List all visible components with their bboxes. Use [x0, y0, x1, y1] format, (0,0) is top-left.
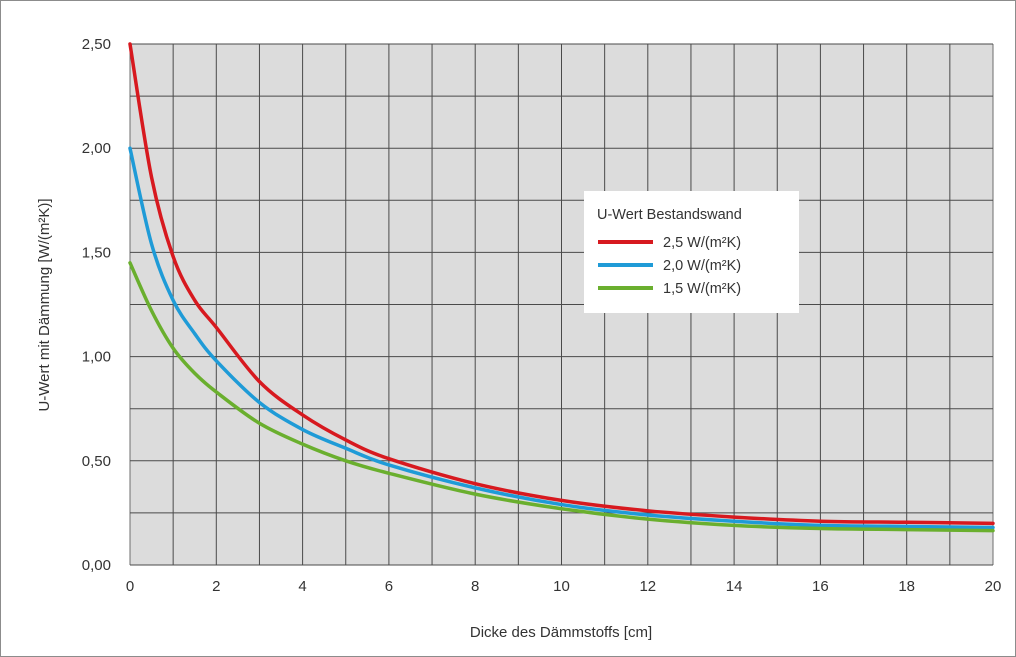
y-tick-label: 1,00: [82, 349, 111, 366]
x-tick-label: 12: [639, 578, 656, 595]
x-tick-label: 20: [985, 578, 1002, 595]
series-lines: [128, 42, 995, 533]
legend-entry-label-2: 1,5 W/(m²K): [663, 281, 741, 297]
legend-entries: 2,5 W/(m²K) 2,0 W/(m²K) 1,5 W/(m²K): [598, 235, 741, 297]
x-tick-label: 8: [471, 578, 479, 595]
legend-box: [584, 191, 799, 313]
y-tick-label: 2,50: [82, 36, 111, 53]
y-tick-label: 2,00: [82, 140, 111, 157]
legend-entry-label-0: 2,5 W/(m²K): [663, 235, 741, 251]
x-tick-label: 4: [298, 578, 306, 595]
x-tick-label: 18: [898, 578, 915, 595]
x-axis-ticks: 0 2 4 6 8 10 12 14 16 18 20: [126, 578, 1002, 595]
y-tick-label: 0,00: [82, 557, 111, 574]
x-tick-label: 10: [553, 578, 570, 595]
legend-title: U-Wert Bestandswand: [597, 207, 742, 223]
series-line-1: [128, 146, 995, 530]
legend-entry-label-1: 2,0 W/(m²K): [663, 258, 741, 274]
x-tick-label: 16: [812, 578, 829, 595]
y-tick-label: 0,50: [82, 453, 111, 470]
y-axis-label: U-Wert mit Dämmung [W/(m²K)]: [36, 198, 53, 411]
series-line-0: [128, 42, 995, 526]
y-axis-ticks: 0,00 0,50 1,00 1,50 2,00 2,50: [82, 36, 111, 574]
x-tick-label: 0: [126, 578, 134, 595]
x-axis-label: Dicke des Dämmstoffs [cm]: [470, 624, 652, 641]
series-line-2: [128, 261, 995, 533]
legend: U-Wert Bestandswand 2,5 W/(m²K) 2,0 W/(m²…: [584, 191, 799, 313]
x-tick-label: 2: [212, 578, 220, 595]
x-tick-label: 14: [726, 578, 743, 595]
grid-lines: [129, 43, 994, 566]
x-tick-label: 6: [385, 578, 393, 595]
y-tick-label: 1,50: [82, 244, 111, 261]
